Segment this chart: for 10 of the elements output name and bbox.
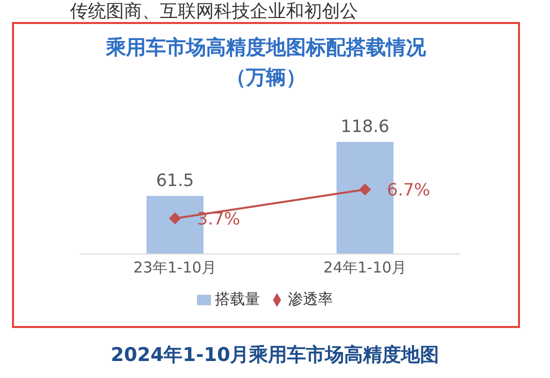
data-label: 6.7%	[387, 180, 430, 201]
data-label: 61.5	[156, 170, 194, 191]
text: 2024年1-10月乘用车市场高精度地图	[110, 343, 440, 368]
x-tick-label: 23年1-10月	[133, 258, 217, 277]
data-label: 118.6	[340, 116, 390, 137]
x-tick-label: 24年1-10月	[323, 258, 407, 277]
legend-label: 渗透率	[288, 290, 333, 308]
chart-title: 乘用车市场高精度地图标配搭载情况（万辆）	[104, 34, 427, 91]
legend-label: 搭载量	[215, 290, 260, 308]
text: 传统图商、互联网科技企业和初创公	[70, 1, 358, 23]
